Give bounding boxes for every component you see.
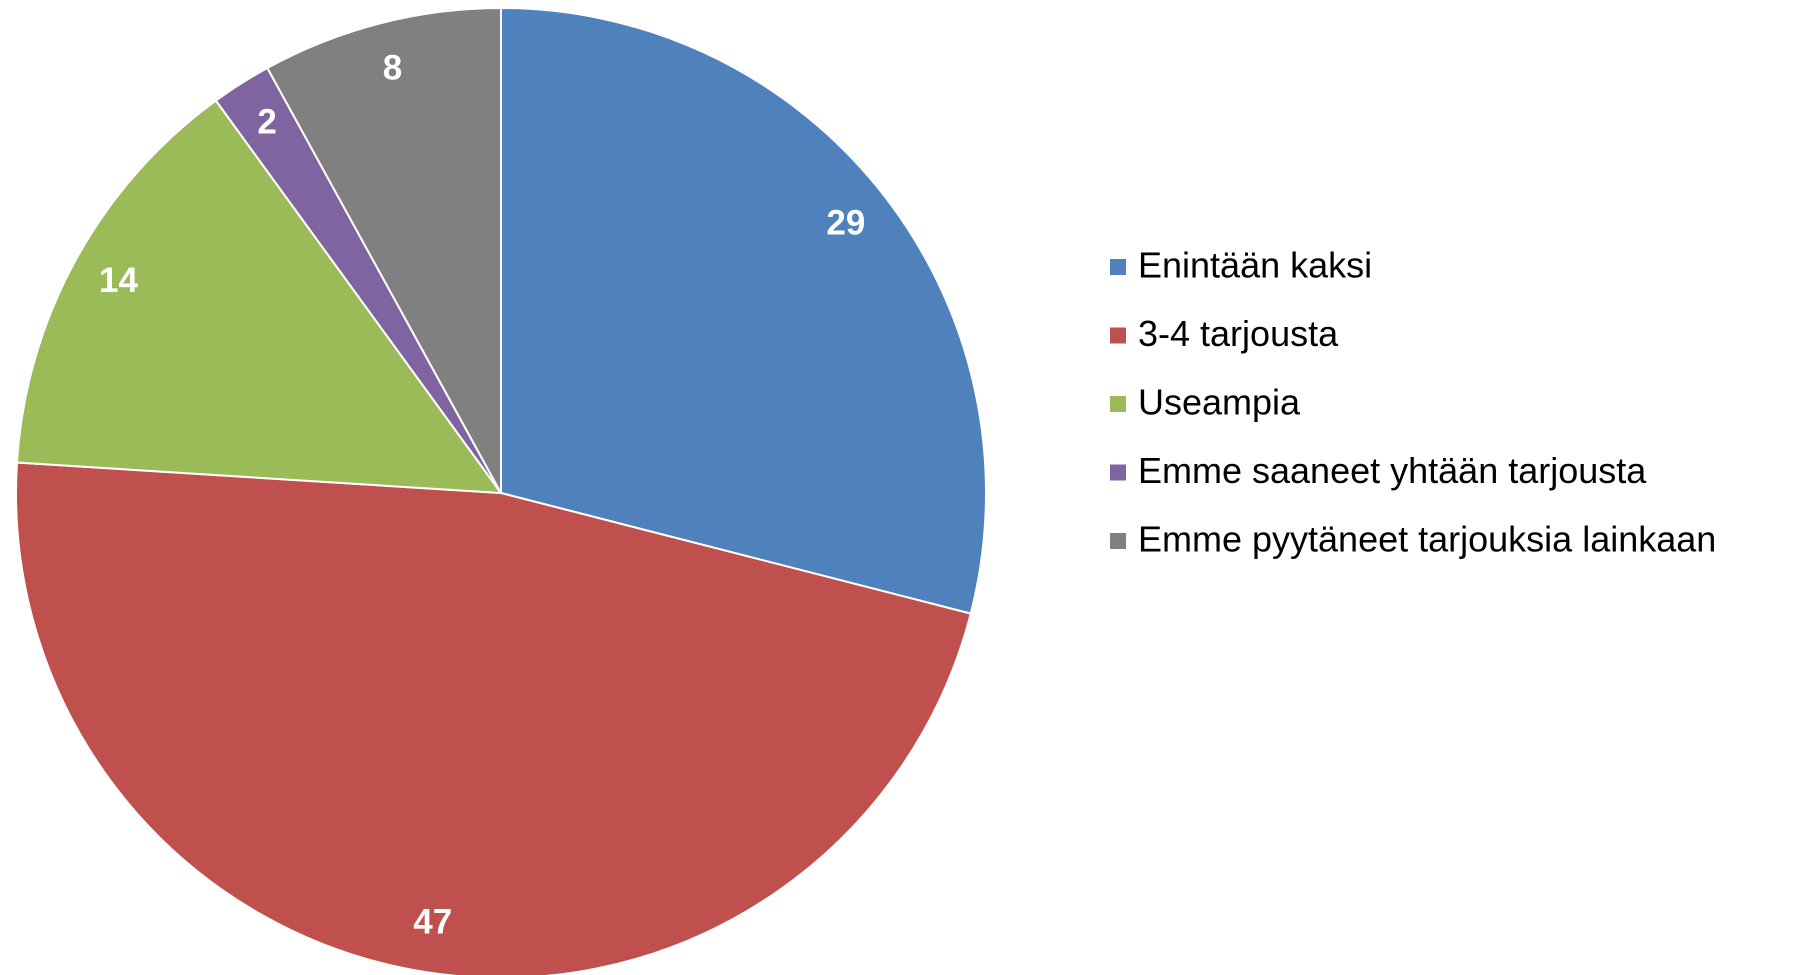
- legend-label: Emme pyytäneet tarjouksia lainkaan: [1138, 519, 1716, 560]
- pie-slice: [15, 461, 972, 975]
- pie-slice: [15, 99, 504, 495]
- legend-label: Useampia: [1138, 382, 1301, 423]
- legend-swatch: [1110, 464, 1126, 481]
- legend-swatch: [1110, 259, 1126, 275]
- legend-swatch: [1110, 533, 1126, 549]
- pie-slice: [500, 6, 987, 615]
- data-label: 8: [383, 48, 402, 87]
- legend-swatch: [1110, 327, 1126, 344]
- legend-swatch: [1110, 396, 1126, 412]
- legend-label: Enintään kaksi: [1138, 245, 1372, 286]
- data-label: 2: [257, 103, 276, 142]
- legend-label: 3-4 tarjousta: [1138, 313, 1339, 354]
- data-label: 14: [99, 261, 138, 300]
- pie-slice: [265, 6, 502, 494]
- legend-label: Emme saaneet yhtään tarjousta: [1138, 450, 1647, 491]
- data-label: 29: [826, 204, 865, 243]
- data-label: 47: [413, 902, 452, 941]
